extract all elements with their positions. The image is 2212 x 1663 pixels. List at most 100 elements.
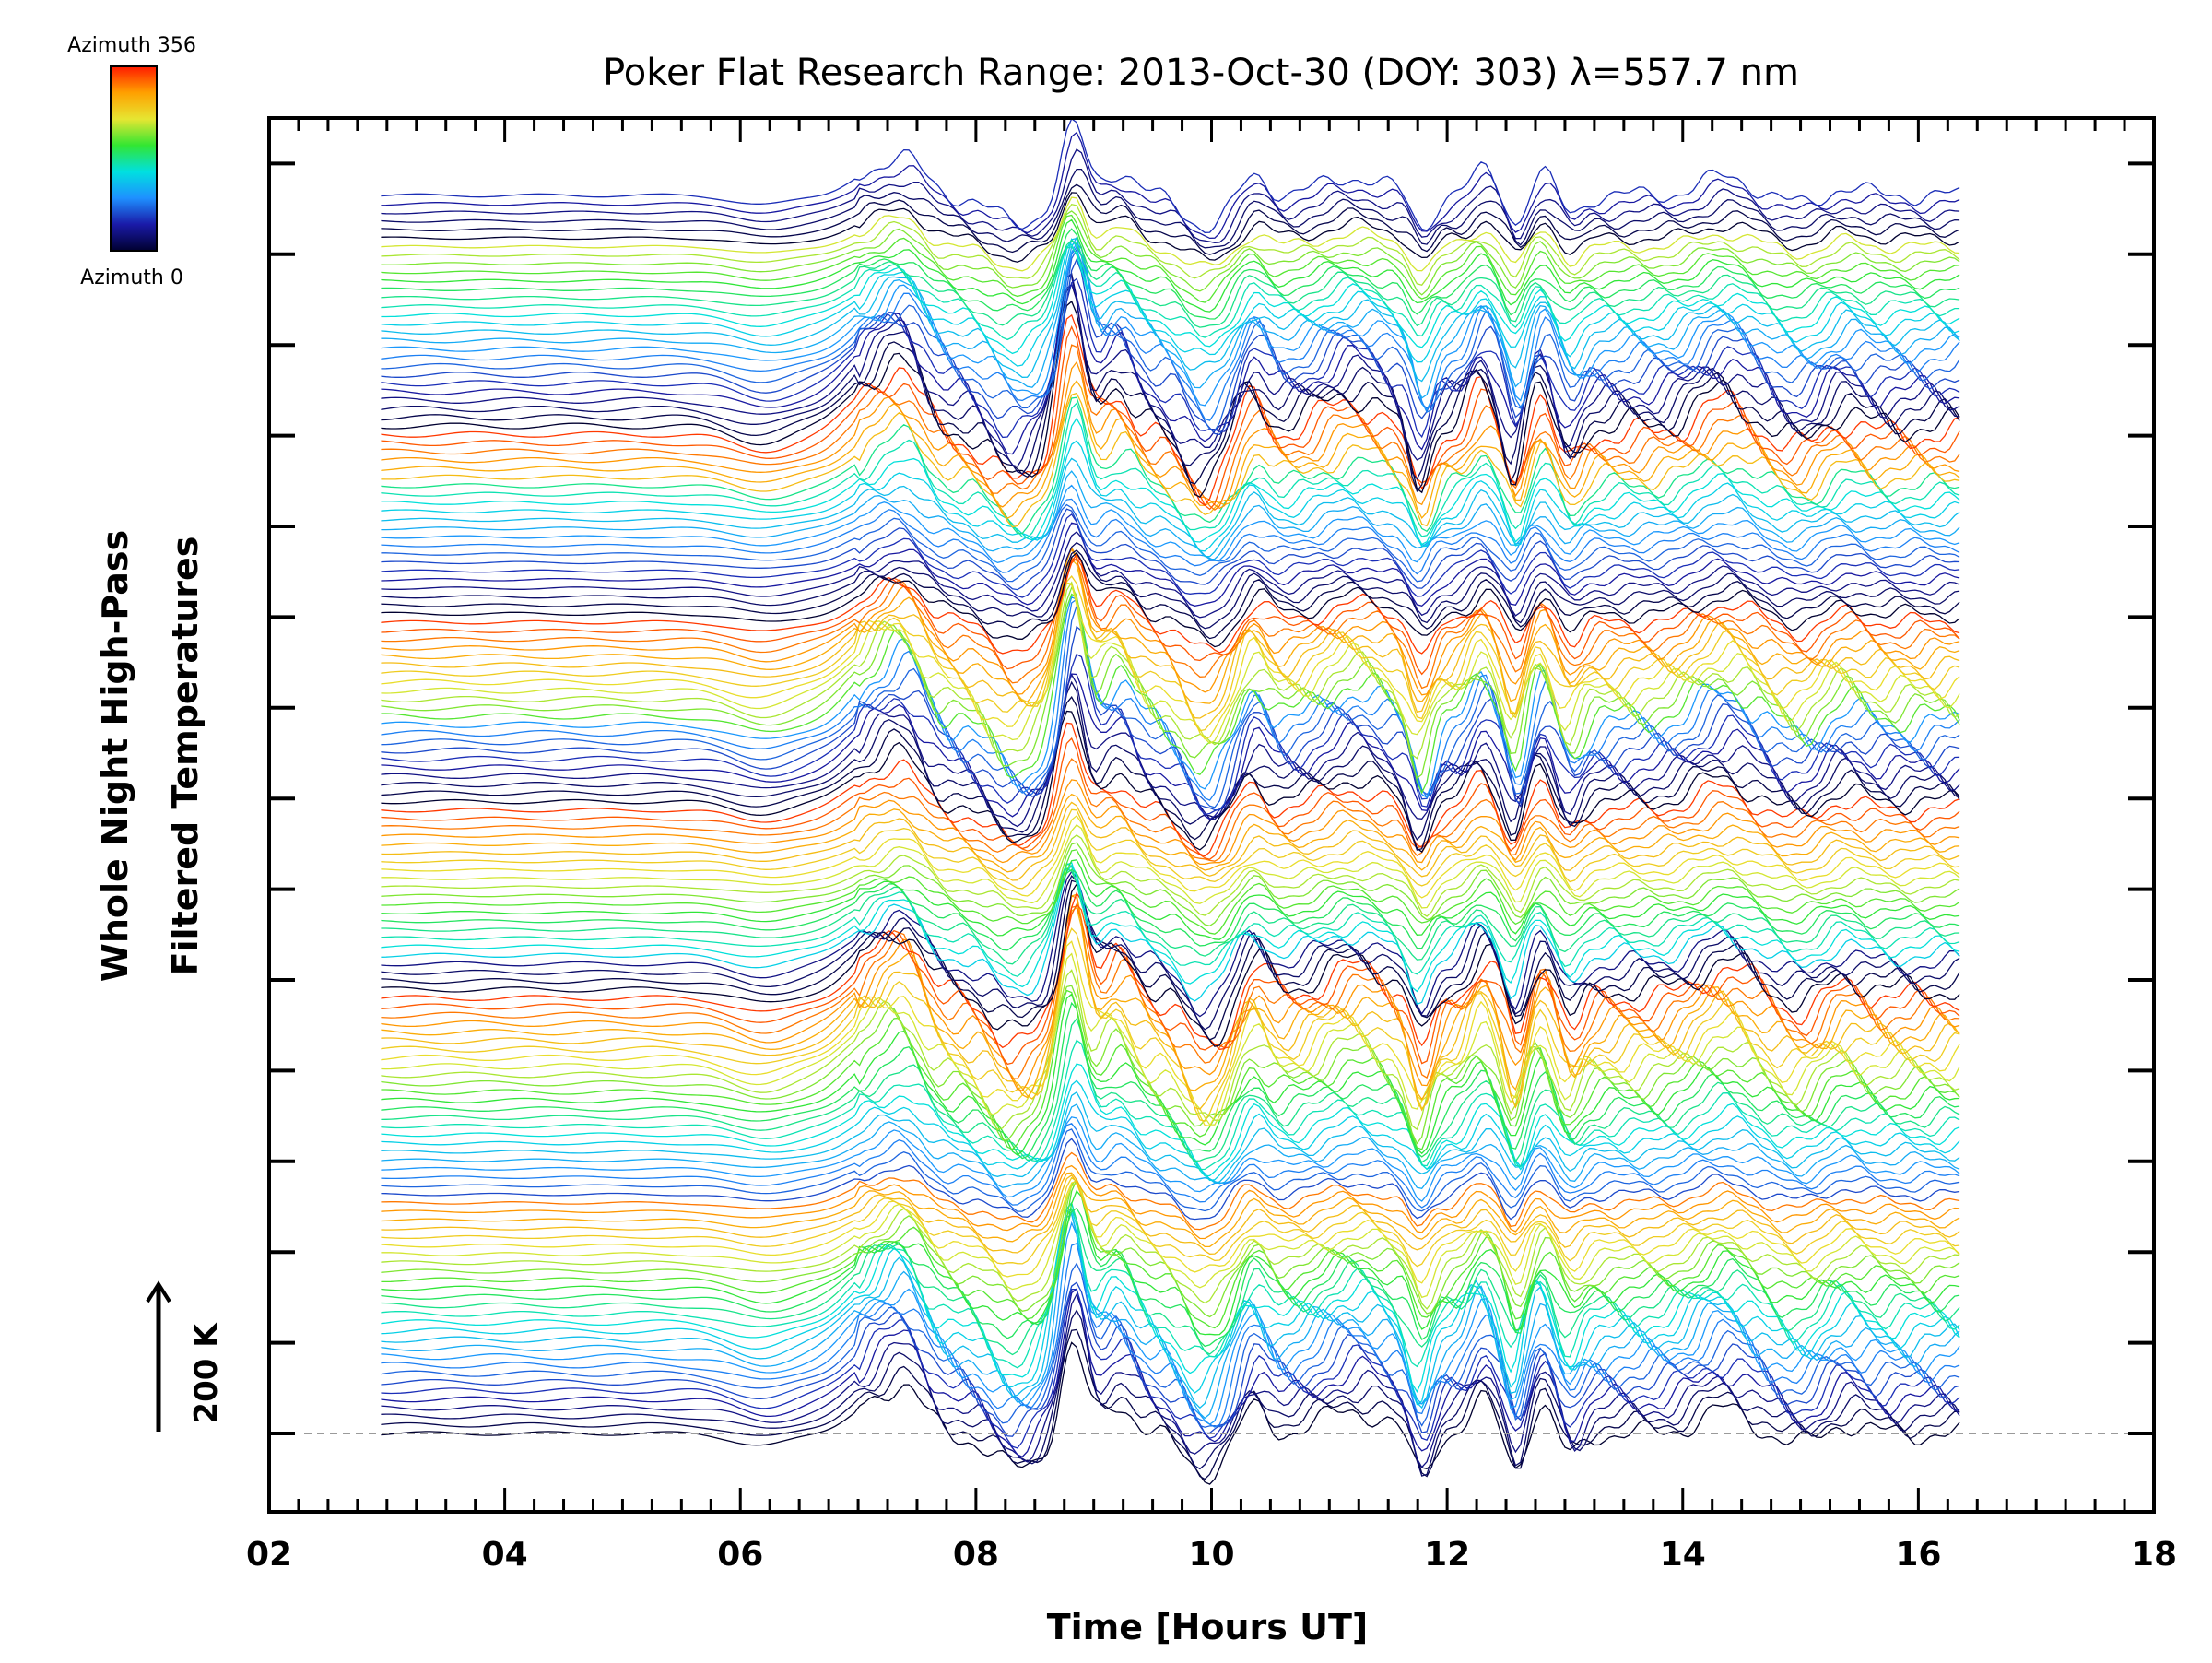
trace-line (381, 417, 1960, 546)
chart-title: Poker Flat Research Range: 2013-Oct-30 (… (603, 52, 1799, 94)
trace-line (381, 1138, 1960, 1221)
trace-line (381, 380, 1960, 520)
trace-line (381, 1116, 1960, 1202)
trace-line (381, 1182, 1960, 1310)
trace-line (381, 549, 1960, 640)
trace-line (381, 522, 1960, 607)
trace-line (381, 257, 1960, 436)
trace-line (381, 148, 1960, 243)
x-tick-label: 12 (1424, 1536, 1470, 1574)
trace-line (381, 210, 1960, 296)
y-axis-label: Whole Night High-Pass Filtered Temperatu… (95, 530, 206, 982)
trace-line (381, 1039, 1960, 1171)
trace-line (381, 801, 1960, 881)
x-tick-label: 08 (953, 1536, 999, 1574)
trace-line (381, 1209, 1960, 1406)
trace-line (381, 902, 1960, 1066)
trace-line (381, 842, 1960, 926)
trace-line (381, 1281, 1960, 1437)
trace-line (381, 1001, 1960, 1160)
trace-line (381, 1213, 1960, 1420)
trace-line (381, 1292, 1960, 1468)
trace-line (381, 218, 1960, 313)
trace-line (381, 237, 1960, 383)
trace-line (381, 1262, 1960, 1428)
trace-line (381, 985, 1960, 1145)
trace-line (381, 396, 1960, 535)
trace-line (381, 228, 1960, 320)
trace-line (381, 779, 1960, 866)
y-axis-label-line2: Filtered Temperatures (165, 537, 206, 976)
colorbar: Azimuth 356 Azimuth 0 (67, 34, 196, 289)
trace-line (381, 864, 1960, 1006)
trace-line (381, 1201, 1960, 1369)
trace-line (381, 862, 1960, 993)
trace-line (381, 793, 1960, 873)
trace-line (381, 834, 1960, 917)
x-axis-label: Time [Hours UT] (1047, 1607, 1369, 1647)
trace-line (381, 582, 1960, 740)
trace-line (381, 1201, 1960, 1393)
trace-line (381, 513, 1960, 598)
trace-line (381, 548, 1960, 696)
x-tick-label: 16 (1895, 1536, 1941, 1574)
trace-line (381, 1221, 1960, 1425)
trace-line (381, 131, 1960, 240)
trace-line (381, 214, 1960, 303)
trace-line (381, 952, 1960, 1126)
trace-line (381, 1208, 1960, 1356)
colorbar-bottom-label: Azimuth 0 (80, 266, 183, 289)
x-tick-label: 14 (1660, 1536, 1706, 1574)
trace-line (381, 867, 1960, 965)
trace-line (381, 758, 1960, 862)
trace-line (381, 906, 1960, 1112)
traces (381, 117, 1960, 1485)
trace-line (381, 581, 1960, 760)
trace-line (381, 710, 1960, 854)
trace-line (381, 508, 1960, 591)
trace-line (381, 625, 1960, 811)
x-tick-label: 02 (246, 1536, 292, 1574)
x-tick-label: 04 (482, 1536, 528, 1574)
trace-line (381, 168, 1960, 249)
trace-line (381, 680, 1960, 841)
trace-line (381, 1151, 1960, 1231)
trace-line (381, 879, 1960, 1041)
trace-line (381, 117, 1960, 233)
x-tick-label: 18 (2131, 1536, 2177, 1574)
trace-line (381, 344, 1960, 512)
trace-line (381, 236, 1960, 399)
trace-line (381, 673, 1960, 828)
trace-line (381, 557, 1960, 690)
trace-line (381, 927, 1960, 1122)
trace-line (381, 440, 1960, 552)
trace-line (381, 558, 1960, 719)
trace-line (381, 203, 1960, 286)
trace-line (381, 457, 1960, 558)
trace-line (381, 324, 1960, 511)
trace-line (381, 875, 1960, 1031)
trace-line (381, 1079, 1960, 1182)
colorbar-gradient (110, 65, 158, 252)
trace-line (381, 1178, 1960, 1329)
trace-line (381, 392, 1960, 528)
trace-line (381, 582, 1960, 745)
trace-line (381, 1091, 1960, 1184)
scale-bar: 200 K (146, 1280, 225, 1432)
scale-bar-arrow-head (146, 1280, 171, 1303)
trace-line (381, 1309, 1960, 1477)
trace-line (381, 989, 1960, 1150)
trace-line (381, 243, 1960, 355)
trace-line (381, 604, 1960, 808)
trace-line (381, 1189, 1960, 1336)
trace-line (381, 1207, 1960, 1348)
trace-line (381, 551, 1960, 648)
trace-line (381, 1174, 1960, 1255)
trace-line (381, 196, 1960, 272)
x-tick-label: 06 (717, 1536, 763, 1574)
trace-line (381, 1180, 1960, 1284)
trace-line (381, 859, 1960, 940)
trace-line (381, 498, 1960, 575)
trace-line (381, 814, 1960, 899)
